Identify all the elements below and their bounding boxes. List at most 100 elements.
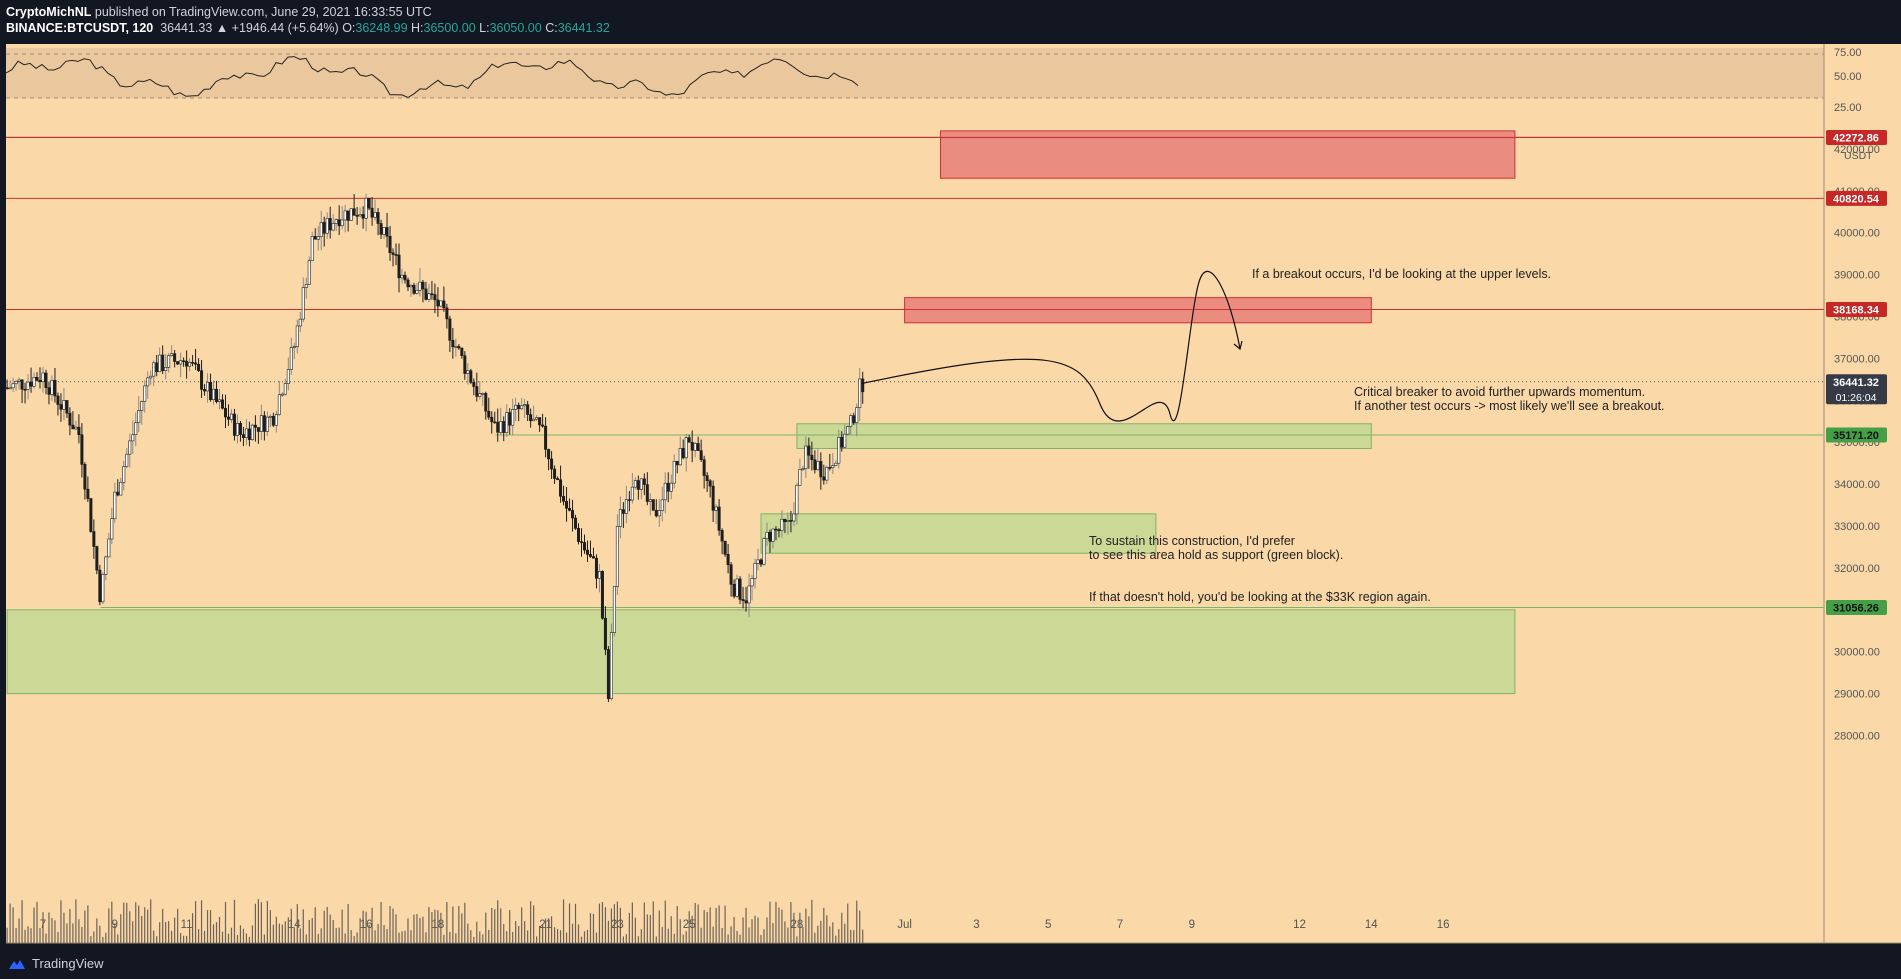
candle-body xyxy=(577,528,581,542)
candle-body xyxy=(499,421,503,433)
candle-body xyxy=(301,287,305,320)
candle-body xyxy=(741,599,745,601)
candle-body xyxy=(454,346,458,348)
y-tick-label: 29000.00 xyxy=(1834,689,1880,701)
candle-body xyxy=(352,208,356,216)
candle-body xyxy=(373,212,377,218)
candle-body xyxy=(666,482,670,492)
tradingview-brand[interactable]: TradingView xyxy=(8,956,104,971)
candle-body xyxy=(657,510,661,517)
red-zone-1 xyxy=(904,297,1372,324)
candle-body xyxy=(143,385,147,402)
x-tick-label: 9 xyxy=(1189,919,1195,931)
candle-body xyxy=(753,563,757,579)
candle-body xyxy=(568,508,572,511)
candle-body xyxy=(559,479,563,497)
candle-body xyxy=(328,218,332,231)
candle-body xyxy=(825,467,829,481)
candle-body xyxy=(397,254,401,279)
candle-body xyxy=(421,281,425,290)
ohlc-line: BINANCE:BTCUSDT, 120 36441.33 ▲ +1946.44… xyxy=(6,21,610,35)
candle-body xyxy=(729,564,733,585)
candle-body xyxy=(86,488,90,499)
candle-body xyxy=(418,281,422,291)
candle-body xyxy=(777,529,781,532)
candle-body xyxy=(277,394,281,415)
candle-body xyxy=(684,437,688,459)
candle-body xyxy=(110,518,114,540)
x-tick-label: 11 xyxy=(181,919,193,931)
candle-body xyxy=(708,480,712,487)
candle-body xyxy=(23,388,27,391)
candle-body xyxy=(283,383,287,395)
candle-body xyxy=(59,404,63,410)
candle-body xyxy=(591,556,595,559)
candle-body xyxy=(615,526,619,587)
x-tick-label: 25 xyxy=(683,919,696,931)
candle-body xyxy=(723,540,727,555)
price-label-red xyxy=(1826,301,1887,317)
candle-body xyxy=(331,223,335,231)
chart-header: CryptoMichNL published on TradingView.co… xyxy=(0,0,1901,44)
candle-body xyxy=(415,290,419,294)
candle-body xyxy=(346,210,350,221)
candle-body xyxy=(849,415,853,427)
candle-body xyxy=(774,528,778,531)
candle-body xyxy=(597,571,601,579)
price-label-text: 36441.32 xyxy=(1833,377,1879,389)
candle-body xyxy=(633,480,637,488)
candle-body xyxy=(265,416,269,432)
candle-body xyxy=(852,415,856,423)
x-tick-label: 7 xyxy=(40,919,46,931)
candle-body xyxy=(606,649,610,699)
candle-body xyxy=(77,426,81,436)
annotation-text: If another test occurs -> most likely we… xyxy=(1354,399,1665,413)
candle-body xyxy=(188,361,192,367)
candle-body xyxy=(445,307,449,320)
candle-body xyxy=(535,417,539,420)
price-label-red xyxy=(1826,190,1887,206)
price-chart[interactable]: 28000.0029000.0030000.0031000.0032000.00… xyxy=(0,44,1901,949)
rsi-band xyxy=(6,48,1824,98)
candle-body xyxy=(550,458,554,470)
candle-body xyxy=(714,506,718,511)
candle-body xyxy=(262,415,266,432)
candle-body xyxy=(738,578,742,600)
candle-body xyxy=(600,571,604,619)
candle-body xyxy=(562,496,566,502)
candle-body xyxy=(669,482,673,492)
candle-body xyxy=(14,380,18,385)
last-price: 36441.33 xyxy=(160,21,213,35)
candle-body xyxy=(481,393,485,395)
candle-body xyxy=(382,227,386,235)
publisher-line: CryptoMichNL published on TradingView.co… xyxy=(6,5,432,19)
candle-body xyxy=(609,632,613,699)
candle-body xyxy=(612,586,616,633)
candle-body xyxy=(403,274,407,281)
x-tick-label: 21 xyxy=(539,919,552,931)
published-text: published on TradingView.com, June 29, 2… xyxy=(94,5,432,19)
candle-body xyxy=(574,517,578,529)
candle-body xyxy=(289,347,293,370)
price-axis-background xyxy=(1824,44,1901,943)
candle-body xyxy=(56,395,60,405)
candle-body xyxy=(250,424,254,440)
price-label-text: 40820.54 xyxy=(1833,193,1880,205)
author-name[interactable]: CryptoMichNL xyxy=(6,5,92,19)
close-label: C: xyxy=(545,21,558,35)
y-tick-label: 30000.00 xyxy=(1834,647,1880,659)
candle-body xyxy=(636,480,640,490)
candle-body xyxy=(732,584,736,597)
candle-body xyxy=(44,372,48,388)
price-label-text: 35171.20 xyxy=(1833,430,1879,442)
candle-body xyxy=(125,453,129,467)
candle-body xyxy=(241,434,245,438)
tradingview-logo-icon xyxy=(9,959,25,969)
candle-body xyxy=(322,222,326,234)
candle-body xyxy=(427,293,431,300)
candle-body xyxy=(624,499,628,514)
candle-body xyxy=(298,318,302,327)
candle-body xyxy=(259,415,263,432)
candle-body xyxy=(80,434,84,465)
candle-body xyxy=(167,355,171,368)
